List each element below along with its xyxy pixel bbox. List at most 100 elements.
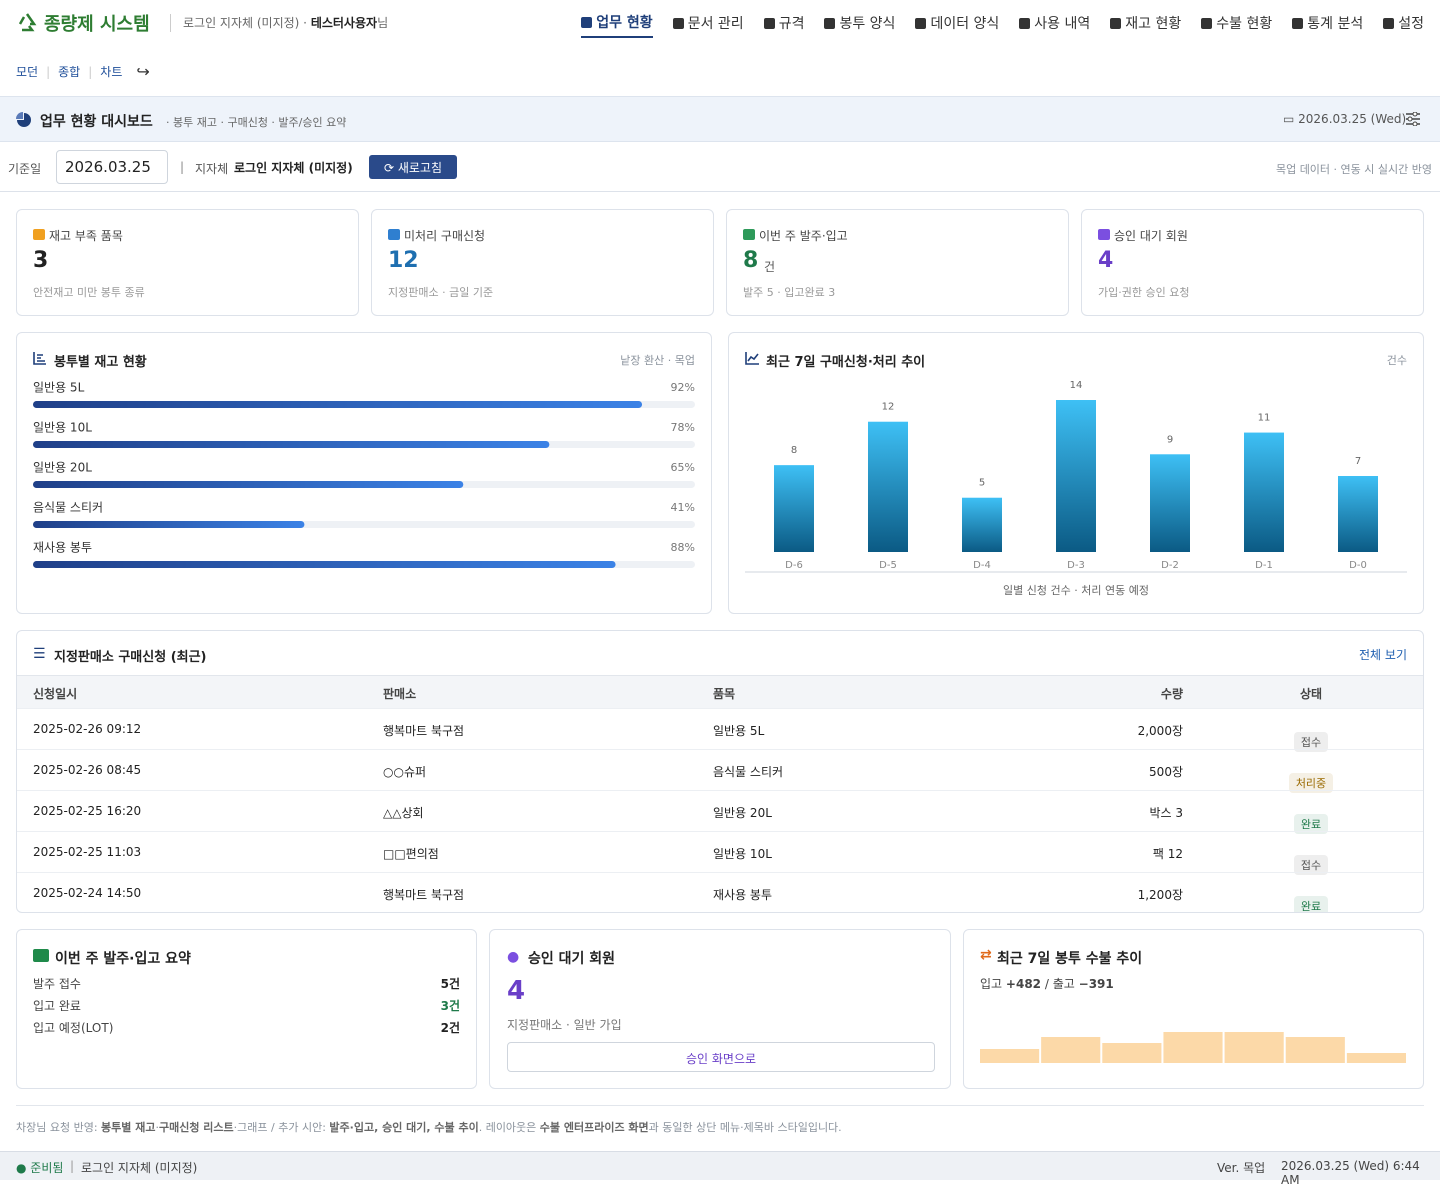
view-all-link[interactable]: 전체 보기: [1359, 646, 1407, 663]
user-suffix: 님: [377, 16, 388, 30]
nav-item[interactable]: 봉투 양식: [824, 12, 895, 38]
cell: 팩 12: [1153, 845, 1183, 862]
region-value: 로그인 지자체 (미지정): [234, 159, 353, 176]
panel-title: 최근 7일 구매신청·처리 추이: [766, 351, 925, 370]
cell: 500장: [1149, 763, 1183, 780]
user-info: 로그인 지자체 (미지정) · 테스터사용자님: [170, 14, 388, 32]
nav-item[interactable]: 규격: [764, 12, 805, 38]
kpi-value: 8: [743, 248, 758, 273]
value-label: 92%: [671, 381, 695, 394]
order-card: 이번 주 발주·입고 요약 발주 접수5건입고 완료3건입고 예정(LOT)2건: [16, 929, 477, 1089]
chart-caption: 일별 신청 건수 · 처리 연동 예정: [729, 582, 1423, 598]
bar: [1225, 1032, 1284, 1063]
value-label: 7: [1355, 456, 1361, 467]
subnav-item[interactable]: 종합: [58, 63, 80, 80]
card-icon: [33, 949, 49, 962]
table-row: 2025-02-25 11:03□□편의점일반용 10L팩 12접수: [17, 831, 1423, 872]
table-body: 2025-02-26 09:12행복마트 북구점일반용 5L2,000장접수20…: [17, 708, 1423, 913]
table-header: 신청일시판매소품목수량상태: [17, 675, 1423, 708]
separator-line: [16, 1105, 1424, 1106]
column-header: 수량: [1161, 685, 1183, 702]
nav-item[interactable]: 문서 관리: [673, 12, 744, 38]
card-title: 승인 대기 회원: [528, 948, 615, 968]
note-segment: 차장님 요청 반영:: [16, 1121, 101, 1134]
kpi-value: 12: [388, 248, 419, 273]
cell: 1,200장: [1138, 886, 1183, 903]
approval-count: 4: [507, 976, 525, 1006]
bar: [33, 561, 616, 568]
brand[interactable]: 종량제 시스템: [16, 10, 150, 36]
nav-item[interactable]: 설정: [1383, 12, 1424, 38]
row-value: 5건: [441, 975, 460, 992]
subnav-item[interactable]: 차트: [100, 63, 122, 80]
nav-label: 문서 관리: [688, 13, 744, 33]
nav-item[interactable]: 재고 현황: [1110, 12, 1181, 38]
bar-label: 재사용 봉투: [33, 541, 92, 555]
page-subtitle: · 봉투 재고 · 구매신청 · 발주/승인 요약: [166, 114, 346, 130]
kpi-card: 재고 부족 품목3안전재고 미만 봉투 종류: [16, 209, 359, 316]
filter-note: 목업 데이터 · 연동 시 실시간 반영: [1276, 161, 1432, 177]
nav-item[interactable]: 수불 현황: [1201, 12, 1272, 38]
main-nav: 업무 현황 문서 관리 규격 봉투 양식 데이터 양식 사용 내역 재고 현황 수불 현황 통계…: [581, 12, 1424, 38]
page-title: 업무 현황 대시보드: [40, 111, 153, 131]
date-input[interactable]: 2026.03.25: [56, 150, 168, 184]
column-header: 신청일시: [33, 685, 77, 702]
divider: |: [88, 65, 92, 79]
nav-label: 사용 내역: [1034, 13, 1090, 33]
kpi-label: 이번 주 발주·입고: [759, 227, 848, 244]
row-value: 2건: [441, 1019, 460, 1036]
region-label: 지자체: [195, 160, 228, 177]
nav-label: 통계 분석: [1307, 13, 1363, 33]
bar: [1286, 1037, 1345, 1063]
refresh-button[interactable]: ⟳ 새로고침: [369, 155, 457, 179]
approval-card: ● 승인 대기 회원 4 지정판매소 · 일반 가입 승인 화면으로: [489, 929, 951, 1089]
cell: 2025-02-26 08:45: [33, 763, 141, 777]
nav-item[interactable]: 사용 내역: [1019, 12, 1090, 38]
separator: /: [1045, 977, 1049, 991]
out-value: −391: [1079, 977, 1114, 991]
logout-icon[interactable]: ↪: [136, 62, 149, 81]
nav-icon: [581, 17, 592, 28]
subnav-item[interactable]: 모던: [16, 63, 38, 80]
bar: [33, 481, 463, 488]
note-segment: . 레이아웃은: [479, 1121, 540, 1134]
value-label: 9: [1167, 434, 1173, 445]
status-badge: 완료: [1294, 896, 1328, 913]
bar: [1056, 400, 1096, 552]
panel-title: 봉투별 재고 현황: [54, 351, 147, 370]
x-tick-label: D-1: [1255, 560, 1273, 571]
nav-label: 데이터 양식: [930, 13, 999, 33]
bar: [868, 422, 908, 552]
cell: 일반용 5L: [713, 722, 764, 739]
cell: 행복마트 북구점: [383, 886, 464, 903]
status-bar: ● 준비됨 | 로그인 지자체 (미지정) Ver. 목업 2026.03.25…: [0, 1151, 1440, 1180]
note-segment: 구매신청 리스트: [159, 1121, 234, 1134]
value-label: 5: [979, 478, 985, 489]
kpi-card: 이번 주 발주·입고8건발주 5 · 입고완료 3: [726, 209, 1069, 316]
cell: 행복마트 북구점: [383, 722, 464, 739]
in-label: 입고: [980, 977, 1002, 991]
kpi-card: 승인 대기 회원4가입·권한 승인 요청: [1081, 209, 1424, 316]
table-row: 2025-02-24 14:50행복마트 북구점재사용 봉투1,200장완료: [17, 872, 1423, 913]
title-icon: [16, 112, 32, 128]
status: ● 준비됨: [16, 1159, 63, 1176]
settings-toggle[interactable]: [1405, 112, 1421, 126]
cell: △△상회: [383, 804, 424, 821]
flow-card: ⇄ 최근 7일 봉투 수불 추이 입고 +482 / 출고 −391: [963, 929, 1424, 1089]
nav-item[interactable]: 업무 현황: [581, 12, 652, 38]
table-title: 지정판매소 구매신청 (최근): [54, 646, 207, 665]
cell: 일반용 20L: [713, 804, 772, 821]
bar: [1150, 454, 1190, 552]
refresh-text: 새로고침: [398, 161, 442, 175]
bar-label: 일반용 10L: [33, 421, 92, 435]
card-title: 최근 7일 봉투 수불 추이: [997, 948, 1142, 968]
nav-item[interactable]: 통계 분석: [1292, 12, 1363, 38]
divider: |: [46, 65, 50, 79]
approval-button[interactable]: 승인 화면으로: [507, 1042, 935, 1072]
divider: |: [180, 160, 184, 174]
nav-item[interactable]: 데이터 양식: [915, 12, 999, 38]
title-bar: 업무 현황 대시보드 · 봉투 재고 · 구매신청 · 발주/승인 요약 ▭ 2…: [0, 96, 1440, 142]
filter-bar: 기준일 2026.03.25 | 지자체 로그인 지자체 (미지정) ⟳ 새로고…: [0, 142, 1440, 192]
bar: [774, 465, 814, 552]
